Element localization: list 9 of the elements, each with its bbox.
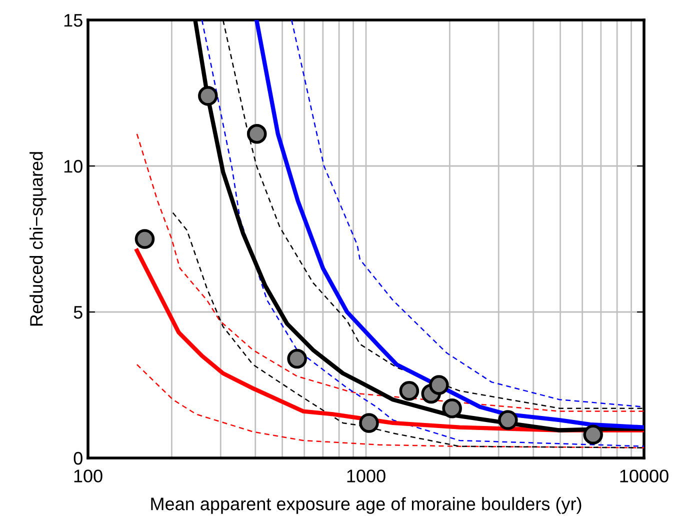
y-tick-label: 5: [74, 306, 82, 319]
y-tick-label: 10: [64, 160, 82, 173]
x-tick-label: 100: [74, 470, 102, 482]
x-tick-label: 1000: [347, 470, 386, 482]
y-axis-title: Reduced chi−squared: [30, 152, 46, 326]
x-axis-title: Mean apparent exposure age of moraine boulders (yr): [151, 497, 582, 514]
x-tick-label: 10000: [620, 470, 668, 482]
y-tick-label: 0: [74, 452, 82, 465]
y-tick-label: 15: [64, 14, 82, 27]
